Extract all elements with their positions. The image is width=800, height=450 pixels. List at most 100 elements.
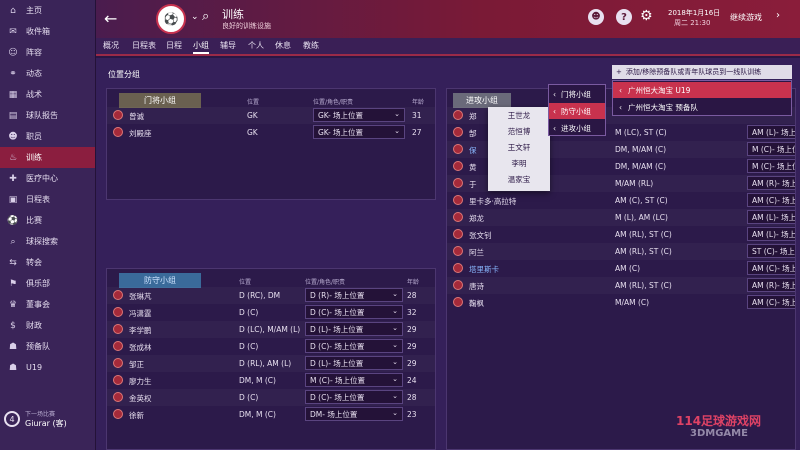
role-dropdown[interactable]: M (C)- 场上位置⌄ xyxy=(747,142,795,156)
table-row[interactable]: 曾诚 GK GK- 场上位置 ⌄ 31 xyxy=(107,107,435,124)
role-dropdown[interactable]: AM (L)- 场上位置⌄ xyxy=(747,210,795,224)
role-dropdown[interactable]: D (C)- 场上位置 ⌄ xyxy=(305,339,403,353)
player-name[interactable]: 李学鹏 xyxy=(129,326,152,335)
player-name[interactable]: 徐新 xyxy=(129,411,144,420)
role-dropdown[interactable]: GK- 场上位置 ⌄ xyxy=(313,108,405,122)
popup-player-item[interactable]: 范恒博 xyxy=(507,127,531,136)
sidebar-item-13[interactable]: ⚑ 俱乐部 xyxy=(0,273,95,294)
help-icon[interactable]: ? xyxy=(616,9,632,25)
role-dropdown[interactable]: GK- 场上位置 ⌄ xyxy=(313,125,405,139)
role-dropdown[interactable]: AM (L)- 场上位置⌄ xyxy=(747,227,795,241)
tab-7[interactable]: 教练 xyxy=(303,41,319,50)
role-dropdown[interactable]: ST (C)- 场上位置⌄ xyxy=(747,244,795,258)
group-menu-item-1[interactable]: ‹ 防守小组 xyxy=(549,103,605,119)
sidebar-item-2[interactable]: ☺ 阵容 xyxy=(0,42,95,63)
player-name[interactable]: 刘殿座 xyxy=(129,129,152,138)
next-match[interactable]: 4 下一场比赛 Giurar (客) xyxy=(0,405,96,433)
table-row[interactable]: 保DM, M/AM (C)M (C)- 场上位置⌄29 xyxy=(447,141,795,158)
popup-player-item[interactable]: 王文轩 xyxy=(507,143,531,152)
player-name[interactable]: 郑龙 xyxy=(469,214,484,223)
sidebar-item-1[interactable]: ✉ 收件箱 xyxy=(0,21,95,42)
role-dropdown[interactable]: AM (R)- 场上位置⌄ xyxy=(747,278,795,292)
table-row[interactable]: 徐新 DM, M (C) DM- 场上位置 ⌄ 23 xyxy=(107,406,435,423)
sidebar-item-9[interactable]: ▣ 日程表 xyxy=(0,189,95,210)
player-name[interactable]: 保 xyxy=(469,146,477,155)
tab-0[interactable]: 概况 xyxy=(103,41,119,50)
player-name[interactable]: 唐诗 xyxy=(469,282,484,291)
player-name[interactable]: 邹正 xyxy=(129,360,144,369)
player-name[interactable]: 金英权 xyxy=(129,394,152,403)
group-menu-item-2[interactable]: ‹ 进攻小组 xyxy=(549,120,605,136)
player-name[interactable]: 曾诚 xyxy=(129,112,144,121)
table-row[interactable]: 张成林 D (C) D (C)- 场上位置 ⌄ 29 xyxy=(107,338,435,355)
tab-2[interactable]: 日程 xyxy=(166,41,182,50)
table-row[interactable]: 鞠枫M/AM (C)AM (C)- 场上位置⌄23 xyxy=(447,294,795,311)
popup-player-item[interactable]: 温家宝 xyxy=(507,175,531,184)
role-dropdown[interactable]: D (C)- 场上位置 ⌄ xyxy=(305,305,403,319)
search-icon[interactable]: ⌕ xyxy=(202,9,210,24)
sidebar-item-6[interactable]: ☻ 职员 xyxy=(0,126,95,147)
role-dropdown[interactable]: M (C)- 场上位置⌄ xyxy=(747,159,795,173)
sidebar-item-0[interactable]: ⌂ 主页 xyxy=(0,0,95,21)
player-name[interactable]: 冯潇霆 xyxy=(129,309,152,318)
tab-3[interactable]: 小组 xyxy=(193,40,209,54)
tab-1[interactable]: 日程表 xyxy=(132,41,156,50)
table-row[interactable]: 郜M (LC), ST (C)AM (L)- 场上位置⌄31 xyxy=(447,124,795,141)
player-name[interactable]: 塔里斯卡 xyxy=(469,265,499,274)
table-row[interactable]: 金英权 D (C) D (C)- 场上位置 ⌄ 28 xyxy=(107,389,435,406)
table-row[interactable]: 邹正 D (RL), AM (L) D (L)- 场上位置 ⌄ 29 xyxy=(107,355,435,372)
table-row[interactable]: 张琳芃 D (RC), DM D (R)- 场上位置 ⌄ 28 xyxy=(107,287,435,304)
table-row[interactable]: 廖力生 DM, M (C) M (C)- 场上位置 ⌄ 24 xyxy=(107,372,435,389)
sidebar-item-16[interactable]: ☗ 预备队 xyxy=(0,336,95,357)
sidebar-item-17[interactable]: ☗ U19 xyxy=(0,357,95,378)
table-row[interactable]: 黄DM, M/AM (C)M (C)- 场上位置⌄30 xyxy=(447,158,795,175)
player-name[interactable]: 郑 xyxy=(469,112,477,121)
player-name[interactable]: 鞠枫 xyxy=(469,299,484,308)
role-dropdown[interactable]: M (C)- 场上位置⌄ xyxy=(305,373,403,387)
sidebar-item-12[interactable]: ⇆ 转会 xyxy=(0,252,95,273)
table-row[interactable]: 于M/AM (RL)AM (R)- 场上位置⌄28 xyxy=(447,175,795,192)
back-arrow-icon[interactable]: ← xyxy=(104,9,118,28)
player-name[interactable]: 黄 xyxy=(469,163,477,172)
add-remove-button[interactable]: + 添加/移除预备队或青年队球员到一线队训练 xyxy=(612,65,792,79)
role-dropdown[interactable]: AM (C)- 场上位置⌄ xyxy=(747,193,795,207)
player-name[interactable]: 张文钊 xyxy=(469,231,492,240)
sidebar-item-8[interactable]: ✚ 医疗中心 xyxy=(0,168,95,189)
popup-player-item[interactable]: 李明 xyxy=(511,159,527,168)
tab-6[interactable]: 休息 xyxy=(275,41,291,50)
sidebar-item-11[interactable]: ⌕ 球探搜索 xyxy=(0,231,95,252)
table-row[interactable]: 李学鹏 D (LC), M/AM (L) D (L)- 场上位置 ⌄ 29 xyxy=(107,321,435,338)
player-name[interactable]: 张琳芃 xyxy=(129,292,152,301)
sidebar-item-15[interactable]: $ 财政 xyxy=(0,315,95,336)
role-dropdown[interactable]: D (R)- 场上位置 ⌄ xyxy=(305,288,403,302)
role-dropdown[interactable]: D (C)- 场上位置 ⌄ xyxy=(305,390,403,404)
popup-player-item[interactable]: 王世龙 xyxy=(507,111,531,120)
sidebar-item-10[interactable]: ⚽ 比赛 xyxy=(0,210,95,231)
assistant-icon[interactable]: ☻ xyxy=(588,9,604,25)
role-dropdown[interactable]: D (L)- 场上位置 ⌄ xyxy=(305,322,403,336)
role-dropdown[interactable]: AM (C)- 场上位置⌄ xyxy=(747,261,795,275)
tab-4[interactable]: 辅导 xyxy=(220,41,236,50)
player-name[interactable]: 廖力生 xyxy=(129,377,152,386)
table-row[interactable]: 郑龙M (L), AM (LC)AM (L)- 场上位置⌄29 xyxy=(447,209,795,226)
continue-chevron-icon[interactable]: › xyxy=(776,10,780,21)
sidebar-item-4[interactable]: ▦ 战术 xyxy=(0,84,95,105)
add-menu-item-1[interactable]: ‹ 广州恒大淘宝 预备队 xyxy=(613,99,791,115)
tab-5[interactable]: 个人 xyxy=(248,41,264,50)
player-name[interactable]: 郜 xyxy=(469,129,477,138)
group-menu-item-0[interactable]: ‹ 门将小组 xyxy=(549,86,605,102)
continue-button[interactable]: 继续游戏 xyxy=(730,13,762,22)
dropdown-chevron-icon[interactable]: ⌄ xyxy=(191,12,199,22)
table-row[interactable]: 冯潇霆 D (C) D (C)- 场上位置 ⌄ 32 xyxy=(107,304,435,321)
sidebar-item-14[interactable]: ♛ 董事会 xyxy=(0,294,95,315)
player-name[interactable]: 张成林 xyxy=(129,343,152,352)
player-name[interactable]: 阿兰 xyxy=(469,248,484,257)
table-row[interactable]: 刘殿座 GK GK- 场上位置 ⌄ 27 xyxy=(107,124,435,141)
sidebar-item-3[interactable]: ⚭ 动态 xyxy=(0,63,95,84)
player-name[interactable]: 里卡多·高拉特 xyxy=(469,197,517,206)
table-row[interactable]: 郑 xyxy=(447,107,795,124)
